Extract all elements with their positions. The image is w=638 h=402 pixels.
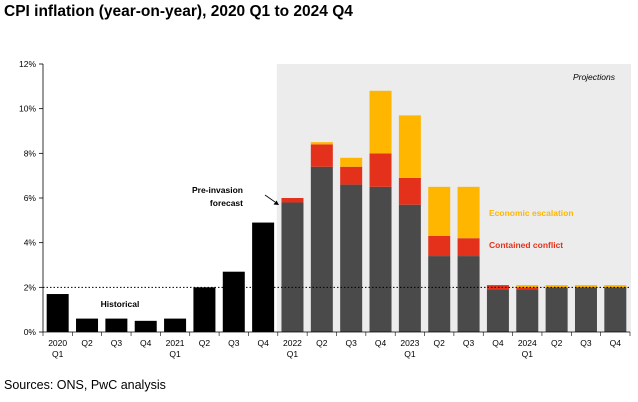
contained-conflict-annotation: Contained conflict: [489, 240, 563, 250]
bar-pre-invasion-forecast: [340, 184, 363, 332]
bar-economic-escalation: [604, 285, 627, 288]
x-tick-label: Q4: [375, 338, 387, 348]
x-tick-sublabel: Q1: [404, 349, 416, 359]
bar-economic-escalation: [369, 90, 392, 154]
x-tick-label: Q4: [140, 338, 152, 348]
x-tick-sublabel: Q1: [52, 349, 64, 359]
y-tick-label: 10%: [19, 104, 36, 114]
x-tick-label: Q4: [610, 338, 622, 348]
bar-economic-escalation: [574, 285, 597, 288]
x-tick-label: Q3: [580, 338, 592, 348]
x-tick-sublabel: Q1: [287, 349, 299, 359]
bar-historical: [134, 320, 157, 332]
bar-pre-invasion-forecast: [486, 289, 509, 332]
x-tick-sublabel: Q1: [522, 349, 534, 359]
historical-annotation: Historical: [101, 299, 140, 309]
bar-pre-invasion-forecast: [545, 287, 568, 332]
bar-contained-conflict: [457, 238, 480, 257]
bar-pre-invasion-forecast: [310, 166, 333, 332]
bar-historical: [46, 294, 69, 332]
bar-historical: [105, 318, 128, 332]
chart-title: CPI inflation (year-on-year), 2020 Q1 to…: [4, 3, 353, 20]
x-tick-label: Q4: [257, 338, 269, 348]
x-tick-label: Q3: [346, 338, 358, 348]
bar-contained-conflict: [310, 144, 333, 167]
bar-economic-escalation: [428, 186, 451, 236]
projections-annotation: Projections: [573, 72, 616, 82]
bar-pre-invasion-forecast: [604, 287, 627, 332]
y-tick-label: 8%: [24, 148, 37, 158]
pre-invasion-annotation-line2: forecast: [210, 198, 243, 208]
bar-pre-invasion-forecast: [281, 202, 304, 332]
bar-contained-conflict: [428, 235, 451, 257]
x-tick-label: Q2: [81, 338, 93, 348]
bar-economic-escalation: [516, 285, 539, 288]
x-tick-label: 2023: [400, 338, 419, 348]
y-tick-label: 6%: [24, 193, 37, 203]
bar-historical: [222, 271, 245, 332]
bar-pre-invasion-forecast: [516, 289, 539, 332]
bar-pre-invasion-forecast: [369, 186, 392, 332]
bar-historical: [193, 287, 216, 332]
pre-invasion-arrowhead: [273, 200, 279, 205]
bar-historical: [76, 318, 99, 332]
bar-contained-conflict: [281, 198, 304, 203]
bar-pre-invasion-forecast: [457, 256, 480, 332]
bar-historical: [164, 318, 187, 332]
x-tick-label: Q3: [111, 338, 123, 348]
x-tick-label: 2022: [283, 338, 302, 348]
bar-economic-escalation: [398, 115, 421, 178]
bar-pre-invasion-forecast: [574, 287, 597, 332]
bar-historical: [252, 222, 275, 332]
bar-economic-escalation: [310, 142, 333, 145]
x-tick-label: Q3: [463, 338, 475, 348]
x-tick-label: Q2: [199, 338, 211, 348]
bar-economic-escalation: [545, 285, 568, 288]
bar-contained-conflict: [340, 166, 363, 185]
pre-invasion-arrow-line: [264, 194, 276, 203]
x-tick-label: 2020: [48, 338, 67, 348]
bar-contained-conflict: [516, 287, 539, 290]
x-tick-sublabel: Q1: [169, 349, 181, 359]
x-tick-label: Q2: [434, 338, 446, 348]
chart-source: Sources: ONS, PwC analysis: [4, 378, 166, 392]
x-tick-label: Q2: [551, 338, 563, 348]
bar-contained-conflict: [369, 153, 392, 187]
bar-pre-invasion-forecast: [428, 256, 451, 332]
x-tick-label: Q4: [492, 338, 504, 348]
bar-contained-conflict: [486, 285, 509, 290]
bar-pre-invasion-forecast: [398, 204, 421, 332]
economic-escalation-annotation: Economic escalation: [489, 208, 574, 218]
x-tick-label: 2021: [166, 338, 185, 348]
y-tick-label: 2%: [24, 282, 37, 292]
y-tick-label: 0%: [24, 327, 37, 337]
x-tick-label: Q2: [316, 338, 328, 348]
bar-economic-escalation: [457, 186, 480, 239]
x-tick-label: 2024: [518, 338, 537, 348]
y-tick-label: 12%: [19, 59, 36, 69]
y-tick-label: 4%: [24, 238, 37, 248]
bar-economic-escalation: [340, 157, 363, 167]
bar-contained-conflict: [398, 177, 421, 205]
x-tick-label: Q3: [228, 338, 240, 348]
pre-invasion-annotation-line1: Pre-invasion: [192, 185, 243, 195]
